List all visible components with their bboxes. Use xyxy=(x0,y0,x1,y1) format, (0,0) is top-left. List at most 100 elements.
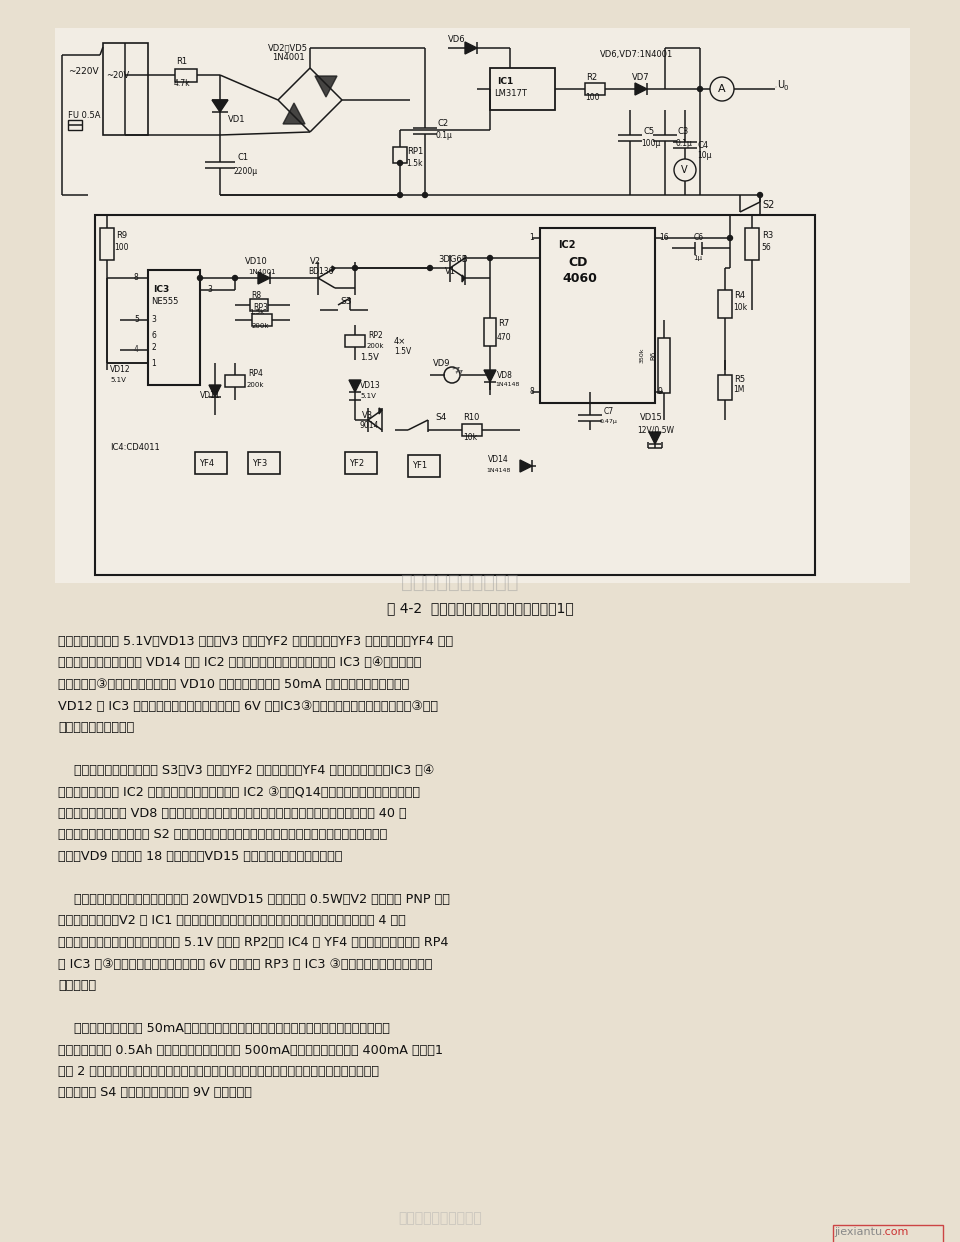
Text: 充电电池，接上万用表监测，当达到 5.1V 时调节 RP2，使 IC4 的 YF4 输出高电平，再调节 RP4: 充电电池，接上万用表监测，当达到 5.1V 时调节 RP2，使 IC4 的 YF… xyxy=(58,936,448,949)
Text: 6: 6 xyxy=(151,330,156,339)
Text: C1: C1 xyxy=(237,154,248,163)
Text: V: V xyxy=(681,165,687,175)
Text: RP3: RP3 xyxy=(253,303,268,313)
Text: 4060: 4060 xyxy=(562,272,597,284)
Text: 8: 8 xyxy=(529,388,534,396)
Text: 2200μ: 2200μ xyxy=(234,168,258,176)
Text: 10k: 10k xyxy=(463,433,477,442)
Bar xyxy=(250,299,268,310)
Text: 200k: 200k xyxy=(252,323,270,329)
Bar xyxy=(95,215,815,575)
Text: 脚禁止有效，允许 IC2 振荡，开始大电流充电。当 IC2 ③脚（Q14）的后半个周期到来时（高电: 脚禁止有效，允许 IC2 振荡，开始大电流充电。当 IC2 ③脚（Q14）的后半… xyxy=(58,785,420,799)
Polygon shape xyxy=(349,380,361,392)
Text: 12V/0.5W: 12V/0.5W xyxy=(637,426,674,435)
Text: VD11: VD11 xyxy=(200,390,221,400)
Circle shape xyxy=(488,256,492,261)
Bar xyxy=(408,455,440,477)
Text: 1.5k: 1.5k xyxy=(406,159,422,168)
Text: R6: R6 xyxy=(650,350,656,360)
Bar xyxy=(248,452,280,474)
Polygon shape xyxy=(462,274,465,282)
Text: R10: R10 xyxy=(463,414,479,422)
Text: R2: R2 xyxy=(586,73,597,82)
Text: IC2: IC2 xyxy=(558,240,575,250)
Text: 470: 470 xyxy=(497,334,512,343)
Text: VD1: VD1 xyxy=(228,116,246,124)
Text: 可，例如常用的 0.5Ah 镍镉电池充电电流可调至 500mA，干电池充电电流在 400mA 左右，1: 可，例如常用的 0.5Ah 镍镉电池充电电流可调至 500mA，干电池充电电流在… xyxy=(58,1043,443,1057)
Bar xyxy=(745,229,759,260)
Polygon shape xyxy=(649,432,661,443)
Bar xyxy=(252,314,272,325)
Text: C7: C7 xyxy=(604,406,614,416)
Text: VD12: VD12 xyxy=(110,365,131,375)
Text: IC3: IC3 xyxy=(153,286,169,294)
Bar xyxy=(490,68,555,111)
Bar xyxy=(345,452,377,474)
Text: .com: .com xyxy=(881,1227,909,1237)
Text: 1M: 1M xyxy=(733,385,744,395)
Text: YF1: YF1 xyxy=(412,462,427,471)
Text: R7: R7 xyxy=(498,319,509,328)
Text: R1: R1 xyxy=(176,57,187,67)
Text: 1N4148: 1N4148 xyxy=(495,383,519,388)
Text: 100μ: 100μ xyxy=(641,139,660,149)
Text: VD13: VD13 xyxy=(360,381,381,390)
Text: 10k: 10k xyxy=(733,303,747,313)
Circle shape xyxy=(698,87,703,92)
Text: RP4: RP4 xyxy=(248,370,263,379)
Circle shape xyxy=(352,266,357,271)
Text: R3: R3 xyxy=(762,231,773,240)
Polygon shape xyxy=(379,409,382,414)
Circle shape xyxy=(728,236,732,241)
Text: 3: 3 xyxy=(151,315,156,324)
Text: YF2: YF2 xyxy=(349,458,364,467)
Bar xyxy=(718,375,732,400)
Bar xyxy=(103,43,148,135)
Polygon shape xyxy=(283,103,305,124)
Text: 5.1V: 5.1V xyxy=(110,378,126,383)
Polygon shape xyxy=(315,76,337,97)
Bar xyxy=(100,229,114,260)
Polygon shape xyxy=(212,101,228,112)
Text: IC4:CD4011: IC4:CD4011 xyxy=(110,443,159,452)
Text: C6: C6 xyxy=(694,233,704,242)
Text: VD14: VD14 xyxy=(488,456,509,465)
Bar xyxy=(718,289,732,318)
Text: C3: C3 xyxy=(678,127,689,135)
Circle shape xyxy=(397,193,402,197)
Text: 10μ: 10μ xyxy=(697,152,711,160)
Bar xyxy=(148,270,200,385)
Bar xyxy=(585,83,605,94)
Text: CD: CD xyxy=(568,256,588,268)
Circle shape xyxy=(422,193,427,197)
Bar xyxy=(658,338,670,392)
Text: S3: S3 xyxy=(340,298,351,307)
Text: 1.5V: 1.5V xyxy=(360,354,379,363)
Text: A: A xyxy=(718,84,726,94)
Text: VD7: VD7 xyxy=(632,73,650,82)
Text: 1N4001: 1N4001 xyxy=(248,270,276,274)
Text: 指示，VD9 做周期为 18 秒的闪烁，VD15 作高压时保护集成电路之用。: 指示，VD9 做周期为 18 秒的闪烁，VD15 作高压时保护集成电路之用。 xyxy=(58,850,343,863)
Text: 16: 16 xyxy=(659,233,668,242)
Text: NE555: NE555 xyxy=(151,298,179,307)
Text: 100: 100 xyxy=(114,243,129,252)
Bar xyxy=(68,120,82,130)
Text: V2: V2 xyxy=(310,257,321,267)
Text: VD12 为 IC3 提供基准电压，当电池电压充至 6V 时，IC3③脚高于基准电压，电平翻转，③脚输: VD12 为 IC3 提供基准电压，当电池电压充至 6V 时，IC3③脚高于基准… xyxy=(58,699,438,713)
Text: 9: 9 xyxy=(657,388,661,396)
Bar xyxy=(55,29,910,582)
Text: ~220V: ~220V xyxy=(68,67,99,77)
Text: 1N4148: 1N4148 xyxy=(486,467,511,472)
Circle shape xyxy=(198,276,203,281)
Text: 100: 100 xyxy=(585,92,599,102)
Text: 此时只需将 S4 闭合，电源电压调至 9V 左右即可。: 此时只需将 S4 闭合，电源电压调至 9V 左右即可。 xyxy=(58,1087,252,1099)
Text: 0: 0 xyxy=(784,84,788,91)
Text: 使其打开，③脚输出高电平，通过 VD10 限流、隔离后输出 50mA 左右的电流给电池充电。: 使其打开，③脚输出高电平，通过 VD10 限流、隔离后输出 50mA 左右的电流… xyxy=(58,678,409,691)
Text: R8: R8 xyxy=(251,291,261,299)
Text: ~20V: ~20V xyxy=(106,71,130,79)
Text: 图 4-2  全自动充电、电源两用机电路图（1）: 图 4-2 全自动充电、电源两用机电路图（1） xyxy=(387,601,573,615)
Text: 200k: 200k xyxy=(247,383,265,388)
Text: 2: 2 xyxy=(151,344,156,353)
Circle shape xyxy=(232,276,237,281)
Text: VD6,VD7:1N4001: VD6,VD7:1N4001 xyxy=(600,51,673,60)
